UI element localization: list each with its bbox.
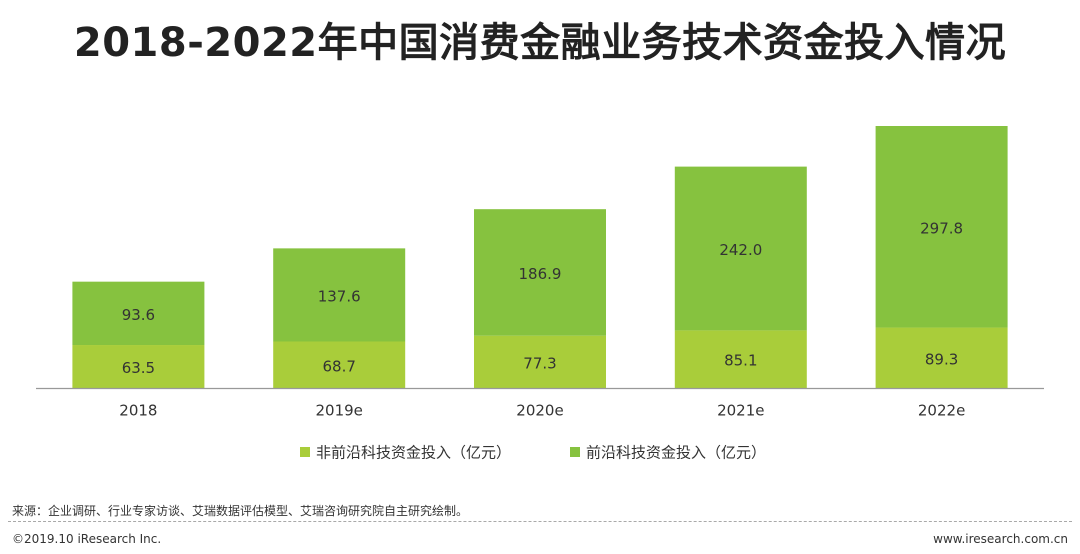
x-tick-2018: 2018: [119, 402, 157, 420]
bar-frontier-2022e: [875, 126, 1008, 328]
value-label-frontier-2018: 93.6: [122, 306, 155, 324]
footer-divider: [8, 521, 1072, 522]
source-note: 来源：企业调研、行业专家访谈、艾瑞数据评估模型、艾瑞咨询研究院自主研究绘制。: [12, 504, 469, 518]
bar-frontier-2021e: [674, 166, 807, 331]
legend-swatch-frontier: [570, 447, 580, 457]
bar-non-frontier-2021e: [674, 330, 807, 388]
legend-swatch-non-frontier: [300, 447, 310, 457]
x-tick-2020e: 2020e: [516, 402, 563, 420]
bar-frontier-2018: [72, 281, 205, 346]
legend-label-frontier: 前沿科技资金投入（亿元）: [586, 444, 766, 462]
bar-non-frontier-2018: [72, 345, 205, 388]
chart-title: 2018-2022年中国消费金融业务技术资金投入情况: [73, 20, 1007, 66]
value-label-non-frontier-2022e: 89.3: [925, 350, 958, 368]
bar-frontier-2020e: [474, 209, 606, 336]
x-tick-2019e: 2019e: [315, 402, 362, 420]
bar-non-frontier-2019e: [273, 341, 406, 388]
copyright-text: ©2019.10 iResearch Inc.: [12, 532, 162, 546]
value-label-frontier-2022e: 297.8: [920, 219, 963, 237]
value-label-frontier-2021e: 242.0: [719, 241, 762, 259]
bar-non-frontier-2020e: [474, 335, 606, 388]
bar-non-frontier-2022e: [875, 327, 1008, 388]
bar-frontier-2019e: [273, 248, 406, 342]
value-label-non-frontier-2018: 63.5: [122, 359, 155, 377]
website-url: www.iresearch.com.cn: [933, 532, 1068, 546]
x-tick-2021e: 2021e: [717, 402, 764, 420]
x-tick-2022e: 2022e: [918, 402, 965, 420]
value-label-frontier-2020e: 186.9: [519, 265, 562, 283]
value-label-non-frontier-2020e: 77.3: [523, 354, 556, 372]
legend-label-non-frontier: 非前沿科技资金投入（亿元）: [316, 444, 511, 462]
value-label-frontier-2019e: 137.6: [318, 287, 361, 305]
value-label-non-frontier-2019e: 68.7: [322, 357, 355, 375]
stacked-bar-chart: 63.5 93.6 2018 68.7 137.6 2019e 77.3 186.9 2020e…: [36, 126, 1044, 462]
value-label-non-frontier-2021e: 85.1: [724, 352, 757, 370]
